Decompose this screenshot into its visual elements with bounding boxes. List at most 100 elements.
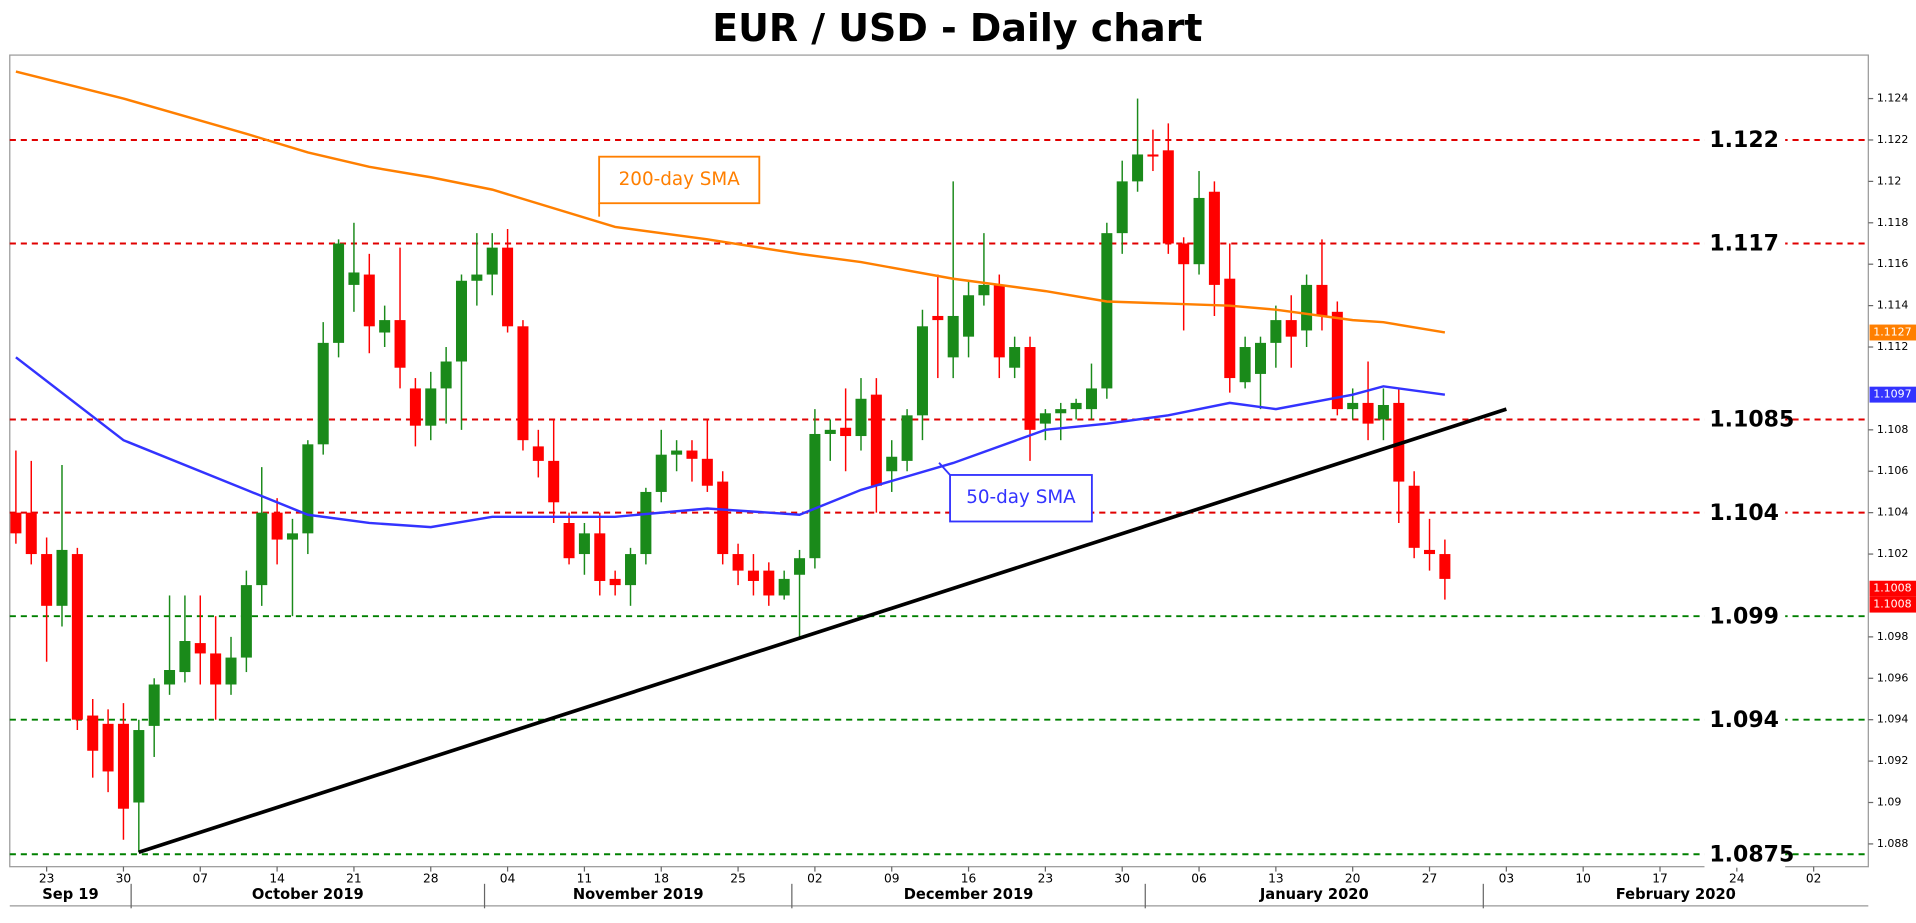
candle-body xyxy=(701,458,713,486)
annotation-label: 200-day SMA xyxy=(619,169,741,190)
price-badge xyxy=(1869,580,1916,597)
candle-body xyxy=(179,641,191,673)
candle-body xyxy=(1347,402,1359,410)
candle-body xyxy=(1208,191,1220,285)
candle-body xyxy=(1408,485,1420,548)
x-tick-label: 24 xyxy=(1729,871,1745,885)
price-badge xyxy=(1869,324,1916,341)
price-badge xyxy=(1869,596,1916,613)
candle-body xyxy=(486,247,498,275)
x-tick-label: 30 xyxy=(1114,871,1130,885)
y-tick-label: 1.096 xyxy=(1877,671,1908,684)
candle-body xyxy=(271,512,283,540)
level-label: 1.099 xyxy=(1709,604,1779,629)
x-tick-label: 30 xyxy=(116,871,132,885)
candle-body xyxy=(655,454,667,492)
candle-body xyxy=(348,272,360,285)
x-tick-label: 02 xyxy=(807,871,823,885)
candle-body xyxy=(164,670,176,685)
candle-body xyxy=(1039,413,1051,424)
candle-body xyxy=(194,643,206,654)
y-tick-label: 1.106 xyxy=(1877,464,1908,477)
level-label: 1.1085 xyxy=(1709,408,1794,433)
candle-body xyxy=(1024,347,1036,430)
y-tick-label: 1.09 xyxy=(1877,796,1901,809)
candle-body xyxy=(1331,311,1343,410)
candle-body xyxy=(686,450,698,459)
candle-body xyxy=(1224,278,1236,379)
candle-body xyxy=(1193,197,1205,265)
candle-body xyxy=(1362,402,1374,424)
candle-body xyxy=(963,295,975,337)
candle-body xyxy=(1009,347,1021,368)
x-tick-label: 16 xyxy=(961,871,977,885)
candle-body xyxy=(609,578,621,586)
candle-body xyxy=(87,715,99,751)
y-tick-label: 1.124 xyxy=(1877,92,1908,105)
candle-body xyxy=(102,723,114,772)
candle-body xyxy=(671,450,683,455)
price-badge-label: 1.1008 xyxy=(1873,598,1911,611)
candle-body xyxy=(901,415,913,461)
y-tick-label: 1.092 xyxy=(1877,754,1908,767)
month-label: February 2020 xyxy=(1616,886,1736,903)
candle-body xyxy=(440,361,452,389)
x-tick-label: 07 xyxy=(193,871,209,885)
x-tick-label: 23 xyxy=(39,871,55,885)
candle-body xyxy=(1424,549,1436,555)
plot-frame xyxy=(9,54,1869,868)
y-tick-label: 1.088 xyxy=(1877,837,1908,850)
y-tick-label: 1.108 xyxy=(1877,423,1908,436)
x-tick-label: 03 xyxy=(1499,871,1515,885)
candle-body xyxy=(840,427,852,437)
month-label: December 2019 xyxy=(904,886,1034,903)
candle-body xyxy=(1055,409,1067,414)
y-tick-label: 1.112 xyxy=(1877,340,1908,353)
x-tick-label: 10 xyxy=(1575,871,1591,885)
candle-body xyxy=(41,554,53,606)
x-tick-label: 28 xyxy=(423,871,439,885)
candle-body xyxy=(532,446,544,461)
x-tick-label: 18 xyxy=(653,871,669,885)
month-label: October 2019 xyxy=(252,886,364,903)
y-tick-label: 1.102 xyxy=(1877,547,1908,560)
level-label-bg xyxy=(1704,706,1786,734)
level-label-bg xyxy=(1704,602,1786,630)
candle-body xyxy=(409,388,421,426)
annotation-box xyxy=(598,155,761,205)
level-label: 1.117 xyxy=(1709,232,1779,257)
candle-body xyxy=(302,444,314,534)
candle-body xyxy=(1147,154,1159,157)
candle-body xyxy=(578,533,590,555)
candle-body xyxy=(993,284,1005,358)
chart-title: EUR / USD - Daily chart xyxy=(712,6,1202,50)
candle-body xyxy=(870,394,882,486)
candle-body xyxy=(333,243,345,343)
candle-body xyxy=(71,554,83,720)
level-label: 1.0875 xyxy=(1709,842,1794,867)
candle-body xyxy=(594,533,606,581)
candle-body xyxy=(855,398,867,437)
candle-body xyxy=(1132,154,1144,182)
candle-body xyxy=(240,585,252,658)
candle-body xyxy=(932,315,944,321)
candle-body xyxy=(1254,342,1267,374)
candle-body xyxy=(794,558,806,575)
price-badge xyxy=(1869,386,1916,403)
month-label: January 2020 xyxy=(1259,886,1369,903)
x-tick-label: 23 xyxy=(1038,871,1054,885)
x-tick-label: 09 xyxy=(884,871,900,885)
y-tick-label: 1.104 xyxy=(1877,506,1908,519)
month-label: November 2019 xyxy=(573,886,704,903)
candle-body xyxy=(1070,402,1082,410)
level-label-bg xyxy=(1704,840,1786,868)
sma-line xyxy=(15,70,1446,334)
candle-body xyxy=(25,512,37,555)
candle-body xyxy=(256,512,268,586)
y-tick-label: 1.094 xyxy=(1877,713,1908,726)
candle-body xyxy=(517,326,529,441)
candle-body xyxy=(1377,404,1389,420)
candle-body xyxy=(425,388,437,426)
x-tick-label: 13 xyxy=(1268,871,1284,885)
